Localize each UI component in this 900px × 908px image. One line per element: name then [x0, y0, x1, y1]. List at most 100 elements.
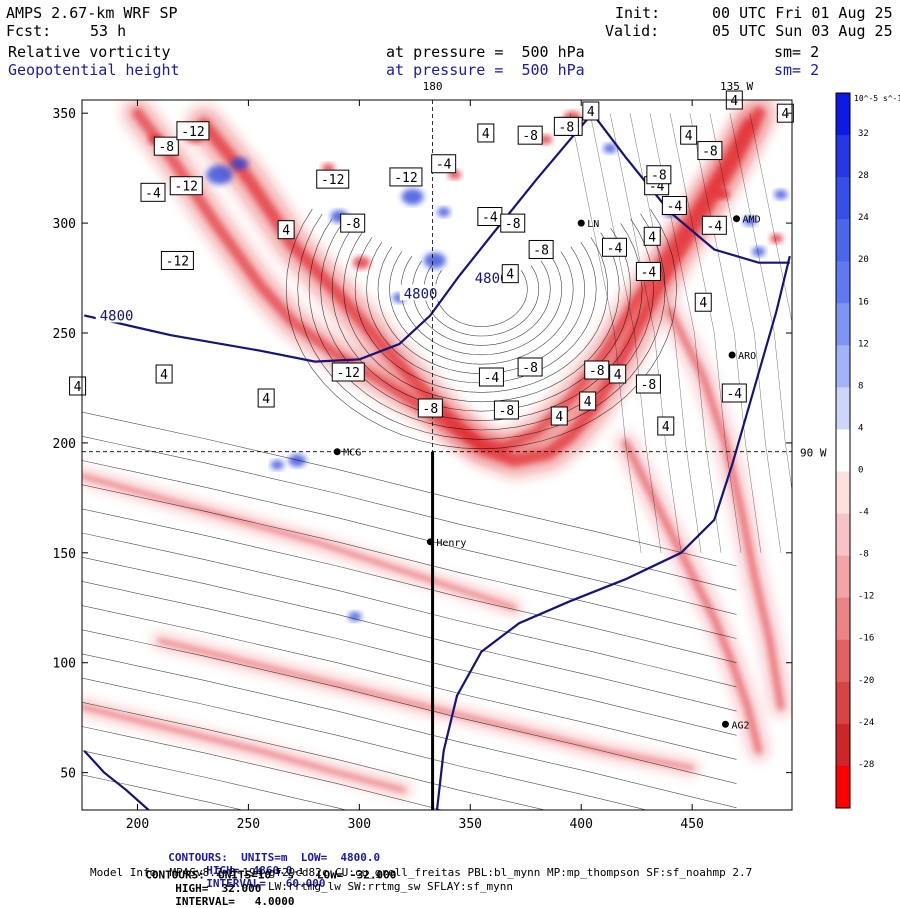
geopotential-height-contour	[83, 112, 594, 363]
contour-label-text: -4	[726, 387, 742, 402]
vorticity-contour-line	[82, 556, 737, 712]
colorbar: 32 28 24 20 16 12 8 4 0 -4 -8 -12 -16 -20 -24 -28 10^-5 …	[835, 92, 900, 809]
vorticity-shading	[82, 100, 791, 798]
contour-label-box	[316, 169, 350, 189]
vorticity-contour-line	[354, 237, 609, 393]
contour-value-label: 4	[501, 264, 519, 284]
contour-value-label: -4	[635, 261, 661, 281]
negative-vorticity-spot	[423, 252, 446, 269]
contour-value-label: -8	[646, 165, 672, 185]
contour-label-text: -12	[166, 254, 189, 269]
colorbar-swatch	[836, 219, 850, 262]
x-tick-label: 250	[237, 817, 260, 832]
colorbar-swatch	[836, 387, 850, 430]
contour-label-text: -8	[505, 217, 521, 232]
contour-label-box	[661, 196, 687, 216]
contour-label-text: 4	[648, 230, 656, 245]
axes: 200 250 300 350 400 450 50 100 150 200 250 300 350	[53, 100, 792, 832]
contour-value-label: -8	[697, 141, 723, 161]
vorticity-band-core	[82, 473, 518, 611]
contour-label-box	[602, 237, 627, 257]
contour-label-box	[257, 388, 275, 408]
contour-label-text: 4	[160, 368, 168, 383]
model-info-line2: LW:rrtmg_lw SW:rrtmg_sw SFLAY:sf_mynn	[268, 880, 514, 893]
height-contour-label: 4800	[404, 286, 438, 302]
vorticity-contour-line	[285, 209, 677, 450]
vorticity-contour-line	[82, 508, 737, 663]
contour-label-box	[478, 367, 504, 387]
contour-label-text: -8	[158, 140, 174, 155]
colorbar-swatch	[836, 681, 850, 725]
negative-vorticity-spot	[603, 143, 617, 154]
vorticity-contour-line	[82, 460, 737, 615]
colorbar-tick-label: 32	[858, 129, 869, 139]
vorticity-contour-line	[82, 774, 244, 810]
contour-value-label: 4	[582, 101, 600, 121]
colorbar-tick-label: -24	[858, 718, 874, 728]
x-tick-label: 350	[459, 817, 482, 832]
contour-label-box	[701, 215, 727, 235]
contour-label-text: -4	[482, 211, 498, 226]
contour-label-box	[340, 213, 366, 233]
vorticity-contour-line	[297, 213, 666, 440]
height-contour-label: 4800	[100, 308, 134, 324]
contour-label-box	[697, 141, 723, 161]
colorbar-swatch	[836, 177, 850, 220]
contour-label-text: 4	[482, 127, 490, 142]
contour-label-text: -12	[337, 366, 360, 381]
vorticity-band-core	[132, 107, 753, 453]
station-name: LN	[587, 219, 599, 230]
colorbar-swatch	[836, 429, 850, 473]
contour-value-label: 4	[69, 376, 87, 396]
contour-label-box	[517, 125, 543, 145]
y-tick-label: 100	[53, 657, 76, 672]
units-exponent: -5	[271, 867, 281, 876]
contour-value-label: 4	[609, 364, 627, 384]
y-tick-label: 350	[53, 107, 76, 122]
colorbar-tick-label: -8	[858, 550, 869, 560]
contour-label-box	[417, 398, 443, 418]
vorticity-contour-line	[82, 581, 737, 736]
contour-label-box	[553, 116, 579, 136]
contour-value-label: -4	[478, 367, 504, 387]
height-contour-high: HIGH= 4860.0	[206, 864, 293, 877]
contour-value-label: -12	[169, 176, 203, 196]
contour-label-text: 4	[282, 224, 290, 239]
colorbar-tick-label: -20	[858, 676, 874, 686]
contour-label-text: -4	[667, 200, 683, 215]
contour-label-text: 4	[662, 420, 670, 435]
contour-label-box	[155, 364, 173, 384]
field1-level: at pressure = 500 hPa	[386, 43, 585, 61]
contour-label-box	[776, 103, 794, 123]
contour-label-box	[389, 167, 423, 187]
contour-value-label: -12	[160, 250, 194, 270]
contour-value-label: -12	[331, 362, 365, 382]
colorbar-tick-label: -16	[858, 634, 874, 644]
valid-value: 05 UTC Sun 03 Aug 25	[712, 22, 893, 40]
vort-contour-interval: INTERVAL= 4.0000	[175, 894, 295, 908]
contour-label-box	[635, 261, 661, 281]
height-contour-info: CONTOURS: UNITS=m LOW= 4800.0	[168, 851, 381, 864]
contour-label-box	[584, 360, 610, 380]
contour-value-label: 4	[579, 391, 597, 411]
colorbar-frame	[835, 92, 851, 809]
contour-label-text: -4	[607, 241, 623, 256]
contour-label-text: 4	[781, 107, 789, 122]
vorticity-contour-line	[82, 605, 737, 760]
vorticity-contour-line	[82, 726, 443, 810]
vorticity-contour-line	[589, 113, 662, 553]
negative-vorticity-spot	[401, 188, 424, 205]
negative-vorticity-spot	[288, 454, 307, 467]
colorbar-tick-label: 0	[858, 466, 863, 476]
field2-smooth: sm= 2	[774, 61, 820, 79]
contour-value-label: 4	[657, 416, 675, 436]
contour-label-box	[493, 400, 519, 420]
colorbar-tick-label: 12	[858, 339, 869, 349]
colorbar-tick-label: -28	[858, 760, 874, 770]
meridian-labels: 180 135 W 90 W	[423, 80, 827, 460]
contour-value-label: 4	[680, 125, 698, 145]
contour-label-box	[609, 364, 627, 384]
init-value: 00 UTC Fri 01 Aug 25	[712, 4, 893, 22]
vorticity-contour-line	[82, 750, 348, 810]
